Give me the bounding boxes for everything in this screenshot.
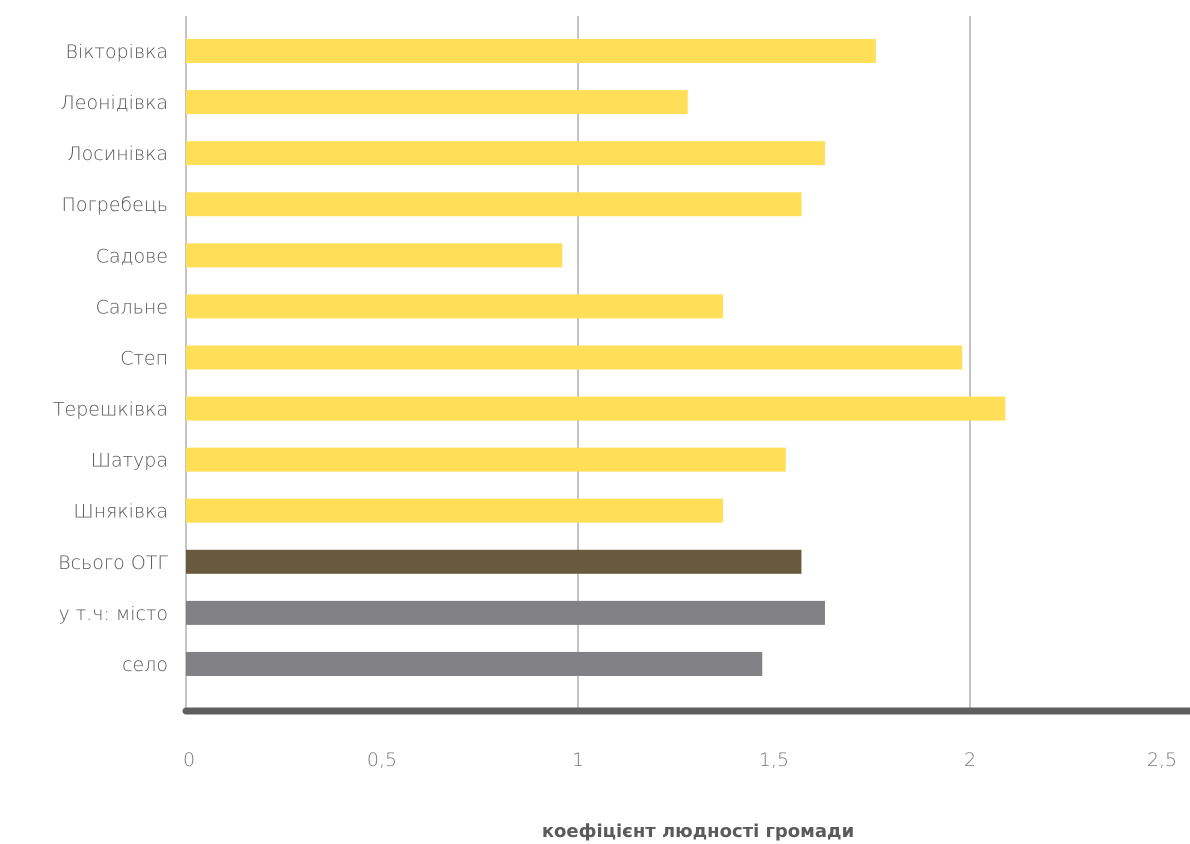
x-axis-title: коефіцієнт людності громади (542, 821, 854, 842)
category-label: Лосинівка (67, 143, 168, 165)
x-tick-label: 1 (572, 749, 584, 771)
category-label: у т.ч: місто (58, 603, 168, 625)
category-label: Шатура (91, 450, 168, 472)
x-tick-labels: 0 0,5 1 1,5 2 2,5 (183, 749, 1177, 771)
bar-12 (186, 651, 763, 676)
category-label: Леонідівка (60, 92, 168, 114)
category-label: Всього ОТГ (58, 552, 168, 574)
category-label: Степ (120, 347, 168, 369)
bar-8 (186, 447, 786, 472)
bar-9 (186, 498, 724, 523)
bar-3 (186, 192, 802, 217)
bar-7 (186, 396, 1006, 421)
bar-11 (186, 600, 825, 625)
bar-4 (186, 243, 563, 268)
x-tick-label: 0,5 (367, 749, 397, 771)
category-label: село (122, 654, 168, 676)
bars (186, 39, 1006, 676)
x-tick-label: 2,5 (1147, 749, 1177, 771)
category-label: Терешківка (53, 399, 168, 421)
bar-6 (186, 345, 963, 370)
category-label: Вікторівка (66, 41, 168, 63)
category-label: Шняківка (73, 501, 168, 523)
x-tick-label: 1,5 (759, 749, 789, 771)
category-label: Садове (96, 245, 168, 267)
bar-2 (186, 141, 825, 166)
category-label: Сальне (96, 296, 168, 318)
x-tick-label: 0 (183, 749, 195, 771)
category-labels: Вікторівка Леонідівка Лосинівка Погребець Са… (53, 41, 168, 676)
x-tick-label: 2 (964, 749, 976, 771)
category-label: Погребець (62, 194, 168, 216)
bar-1 (186, 90, 688, 115)
bar-5 (186, 294, 724, 319)
bar-10 (186, 549, 802, 574)
bar-0 (186, 39, 876, 63)
